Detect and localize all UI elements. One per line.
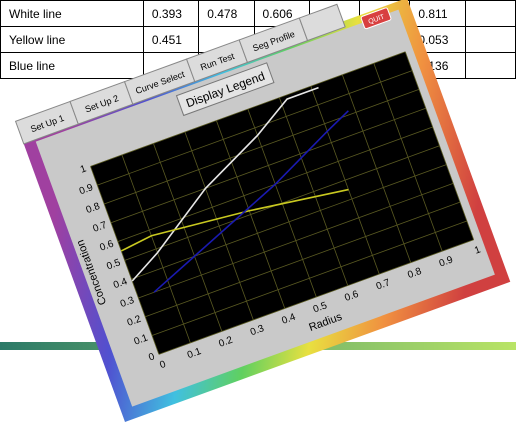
grid-line [145,201,461,318]
row-label: Blue line [0,52,144,79]
y-tick-label: 0.5 [105,257,122,272]
cell: 0.393 [142,0,200,27]
y-tick-label: 0.3 [119,295,136,310]
grid-line [90,166,160,355]
quit-button[interactable] [360,7,392,30]
y-tick-label: 0.9 [78,182,95,197]
x-tick-label: 0.6 [343,289,360,304]
x-tick-label: 0 [158,359,167,371]
grid-line [131,164,447,280]
x-tick-label: 0.2 [217,335,234,350]
x-tick-label: 0.4 [280,312,297,327]
y-tick-label: 0.1 [133,332,150,347]
grid-line [151,220,467,336]
y-tick-label: 0.7 [92,220,109,235]
cell: 0.606 [253,0,310,27]
x-tick-label: 0.7 [375,277,392,292]
series-line [120,188,349,252]
x-tick-label: 0.1 [186,346,203,361]
row-label: White line [0,0,144,27]
display-legend-button[interactable] [175,62,275,117]
y-tick-label: 0 [147,351,156,363]
grid-line [104,89,420,205]
series-line [153,110,349,293]
y-tick-label: 1 [79,163,88,175]
x-tick-label: 1 [473,244,482,256]
x-tick-label: 0.3 [249,323,266,338]
y-tick-label: 0.2 [126,314,143,329]
y-tick-label: 0.6 [98,238,115,253]
y-tick-label: 0.8 [85,201,102,216]
grid-line [97,70,413,186]
cell [464,52,516,79]
grid-line [138,182,454,299]
x-tick-label: 0.9 [438,254,455,269]
y-tick-label: 0.4 [112,276,129,291]
row-label: Yellow line [0,26,144,53]
tab[interactable] [298,3,346,42]
x-tick-label: 0.8 [406,266,423,281]
x-tick-label: 0.5 [312,300,329,315]
grid-line [90,51,406,167]
series-line [131,86,319,282]
grid-line [158,239,474,355]
grid-line [110,107,426,224]
